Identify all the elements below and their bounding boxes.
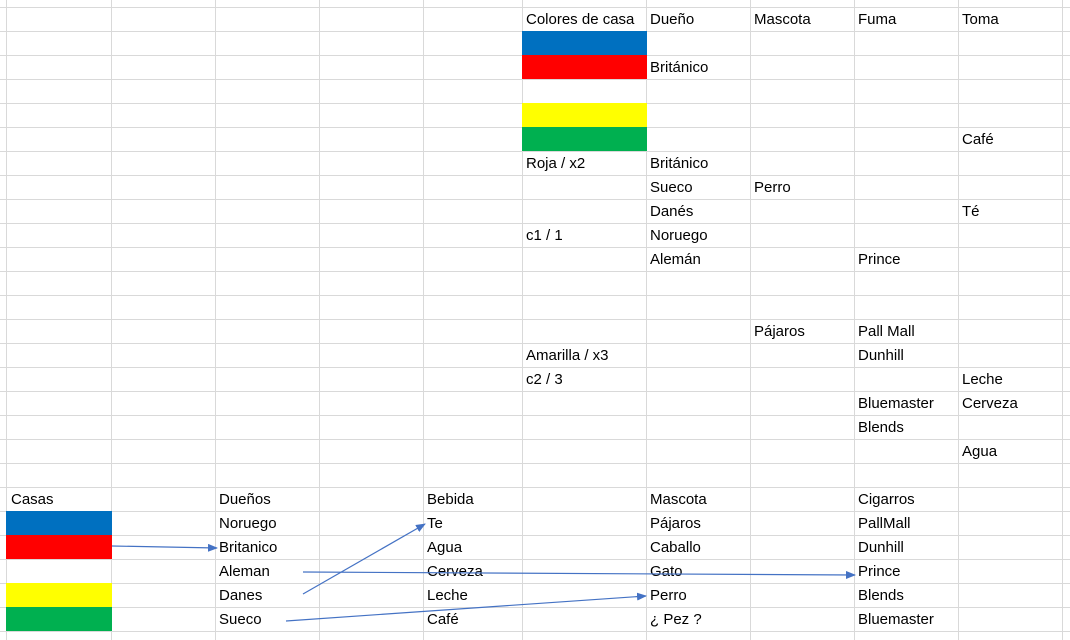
- arrow-aleman-to-prince[interactable]: [302, 570, 856, 579]
- cell-r6-owner[interactable]: Británico: [650, 155, 709, 172]
- cell-r9-color[interactable]: c1 / 1: [526, 227, 563, 244]
- owner-cell[interactable]: Danes: [219, 587, 263, 604]
- cell-r15-drink[interactable]: Leche: [962, 371, 1003, 388]
- header-mascota-bottom[interactable]: Mascota: [650, 491, 707, 508]
- cigar-cell[interactable]: Prince: [858, 563, 901, 580]
- cell-r14-color[interactable]: Amarilla / x3: [526, 347, 609, 364]
- cell-r10-owner[interactable]: Alemán: [650, 251, 701, 268]
- cell-r10-smoke[interactable]: Prince: [858, 251, 901, 268]
- cell-r8-owner[interactable]: Danés: [650, 203, 694, 220]
- cell-r16-drink[interactable]: Cerveza: [962, 395, 1018, 412]
- pet-cell[interactable]: ¿ Pez ?: [650, 611, 702, 628]
- header-casas[interactable]: Casas: [11, 491, 54, 508]
- owner-cell[interactable]: Sueco: [219, 611, 262, 628]
- cell-r17-smoke[interactable]: Blends: [858, 419, 904, 436]
- color-swatch-red-top[interactable]: [522, 55, 647, 79]
- cigar-cell[interactable]: Bluemaster: [858, 611, 934, 628]
- header-cigarros[interactable]: Cigarros: [858, 491, 915, 508]
- owner-cell[interactable]: Aleman: [219, 563, 270, 580]
- cigar-cell[interactable]: Dunhill: [858, 539, 904, 556]
- header-fuma[interactable]: Fuma: [858, 11, 897, 28]
- cigar-cell[interactable]: Blends: [858, 587, 904, 604]
- cell-r8-drink[interactable]: Té: [962, 203, 980, 220]
- owner-cell[interactable]: Britanico: [219, 539, 278, 556]
- cell-r9-owner[interactable]: Noruego: [650, 227, 708, 244]
- color-swatch-yellow-bottom[interactable]: [6, 583, 112, 607]
- drink-cell[interactable]: Agua: [427, 539, 463, 556]
- header-toma[interactable]: Toma: [962, 11, 999, 28]
- drink-cell[interactable]: Cerveza: [427, 563, 483, 580]
- color-swatch-yellow-top[interactable]: [522, 103, 647, 127]
- cell-r7-pet[interactable]: Perro: [754, 179, 791, 196]
- arrow-danes-to-te[interactable]: [302, 523, 426, 595]
- color-swatch-blue-top[interactable]: [522, 31, 647, 55]
- pet-cell[interactable]: Perro: [650, 587, 687, 604]
- arrow-red-to-britanico[interactable]: [111, 543, 218, 552]
- cell-r16-smoke[interactable]: Bluemaster: [858, 395, 934, 412]
- cell-r15-color[interactable]: c2 / 3: [526, 371, 563, 388]
- cell-r18-drink[interactable]: Agua: [962, 443, 998, 460]
- color-swatch-blue-bottom[interactable]: [6, 511, 112, 535]
- cell-r6-color[interactable]: Roja / x2: [526, 155, 586, 172]
- cell-r7-owner[interactable]: Sueco: [650, 179, 693, 196]
- color-swatch-green-bottom[interactable]: [6, 607, 112, 631]
- cell-r5-drink[interactable]: Café: [962, 131, 994, 148]
- pet-cell[interactable]: Pájaros: [650, 515, 701, 532]
- color-swatch-green-top[interactable]: [522, 127, 647, 151]
- cell-r13-smoke[interactable]: Pall Mall: [858, 323, 915, 340]
- cigar-cell[interactable]: PallMall: [858, 515, 911, 532]
- drink-cell[interactable]: Leche: [427, 587, 468, 604]
- color-swatch-red-bottom[interactable]: [6, 535, 112, 559]
- pet-cell[interactable]: Caballo: [650, 539, 701, 556]
- header-colores-de-casa[interactable]: Colores de casa: [526, 11, 635, 28]
- cell-r14-smoke[interactable]: Dunhill: [858, 347, 904, 364]
- owner-cell[interactable]: Noruego: [219, 515, 277, 532]
- cell-r13-pet[interactable]: Pájaros: [754, 323, 805, 340]
- header-duenos[interactable]: Dueños: [219, 491, 271, 508]
- pet-cell[interactable]: Gato: [650, 563, 683, 580]
- arrow-sueco-to-perro[interactable]: [285, 592, 647, 622]
- header-dueno[interactable]: Dueño: [650, 11, 695, 28]
- cell-r2-owner[interactable]: Británico: [650, 59, 709, 76]
- header-mascota[interactable]: Mascota: [754, 11, 811, 28]
- drink-cell[interactable]: Café: [427, 611, 459, 628]
- header-bebida[interactable]: Bebida: [427, 491, 474, 508]
- drink-cell[interactable]: Te: [427, 515, 443, 532]
